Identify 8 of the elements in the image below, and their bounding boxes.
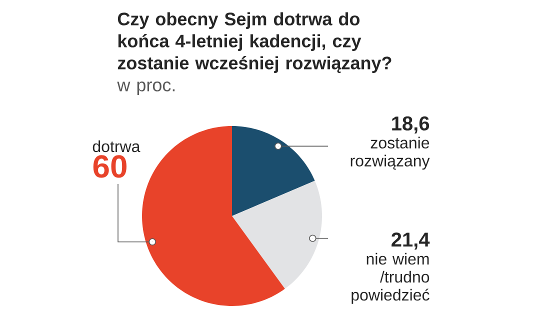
slice-label: dotrwa bbox=[92, 140, 140, 152]
slice-label: zostanie rozwiązany bbox=[350, 136, 430, 170]
data-label: 60 bbox=[93, 155, 126, 178]
slice-label: nie wiem /trudno powiedzieć bbox=[352, 252, 430, 304]
chart-subtitle: w proc. bbox=[117, 82, 175, 95]
chart-title: Czy obecny Sejm dotrwa do końca 4-letniej kadencji, czy zostanie wcześniej rozwiązany? bbox=[118, 12, 392, 73]
data-label: 21,4 bbox=[392, 232, 430, 250]
data-label: 18,6 bbox=[392, 116, 430, 134]
